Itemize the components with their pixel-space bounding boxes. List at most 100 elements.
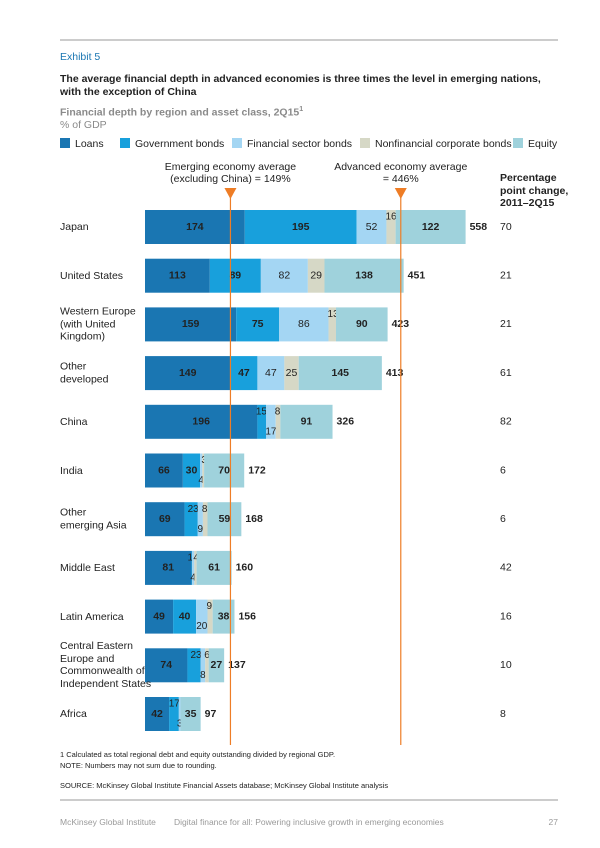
bar-segment <box>145 210 245 244</box>
footer-page: 27 <box>548 817 558 827</box>
bar-segment <box>205 648 209 683</box>
change-header: Percentage point change, 2011–2Q15 <box>500 172 569 209</box>
bar-segment <box>207 502 242 537</box>
total-label: 168 <box>245 513 263 525</box>
bar-segment <box>307 258 325 293</box>
value-label: 4 <box>193 553 199 564</box>
category-label: India <box>60 464 83 477</box>
category-label: Africa <box>60 707 87 720</box>
value-label: 138 <box>355 269 373 281</box>
subtitle-note: 1 <box>299 106 304 113</box>
reference-label-line: Emerging economy average <box>165 161 296 173</box>
bar-segment <box>202 502 208 537</box>
bar-segment <box>266 404 276 439</box>
bar-segment <box>279 307 329 342</box>
reference-label: Advanced economy average = 446% <box>334 161 467 185</box>
value-label: 52 <box>366 221 378 233</box>
change-value: 61 <box>500 367 512 379</box>
value-label: 8 <box>275 406 281 417</box>
title: The average financial depth in advanced … <box>60 73 541 98</box>
value-label: 29 <box>310 269 322 281</box>
category-label: Western Europe (with United Kingdom) <box>60 305 136 343</box>
bar-segment <box>257 356 285 391</box>
note: NOTE: Numbers may not sum due to roundin… <box>60 761 217 770</box>
footnote: 1 Calculated as total regional debt and … <box>60 750 336 759</box>
change-value: 21 <box>500 269 512 281</box>
value-label: 122 <box>422 221 440 233</box>
bar-segment <box>275 404 281 439</box>
bar-segment <box>196 599 208 634</box>
bar-segment <box>200 648 206 683</box>
value-label: 82 <box>279 269 291 281</box>
bar-segment <box>145 502 185 537</box>
bar-segment <box>328 307 336 342</box>
bar-segment <box>196 550 232 585</box>
legend-label: Loans <box>75 138 104 150</box>
total-label: 326 <box>337 416 355 428</box>
value-label: 8 <box>200 670 206 681</box>
bar-segment <box>386 210 396 244</box>
bar-segment <box>145 599 174 634</box>
bar-segment <box>260 258 308 293</box>
value-label: 8 <box>202 504 208 515</box>
reference-label: Emerging economy average (excluding China… <box>165 161 296 185</box>
value-label: 4 <box>198 475 204 486</box>
value-label: 66 <box>158 464 170 476</box>
value-label: 17 <box>169 699 181 710</box>
value-label: 196 <box>192 416 210 428</box>
change-value: 16 <box>500 610 512 622</box>
category-label: Middle East <box>60 561 115 574</box>
bar-segment <box>173 599 197 634</box>
subtitle: Financial depth by region and asset clas… <box>60 106 300 119</box>
bar-segment <box>284 356 299 391</box>
bar-segment <box>184 502 198 537</box>
reference-marker <box>224 188 237 199</box>
value-label: 89 <box>229 269 241 281</box>
total-label: 156 <box>238 610 256 622</box>
bar-segment <box>335 307 388 342</box>
footer-report: Digital finance for all: Powering inclus… <box>174 817 444 827</box>
bar-segment <box>298 356 382 391</box>
bar-segment <box>324 258 404 293</box>
bar-segment <box>191 550 193 585</box>
change-value: 21 <box>500 318 512 330</box>
value-label: 35 <box>185 708 197 720</box>
value-label: 86 <box>298 318 310 330</box>
bar-segment <box>169 697 179 731</box>
total-label: 160 <box>236 562 254 574</box>
category-label: China <box>60 415 88 428</box>
bar-segment <box>209 258 261 293</box>
value-label: 9 <box>207 601 213 612</box>
legend-swatch <box>360 138 370 148</box>
legend-swatch <box>513 138 523 148</box>
value-label: 6 <box>204 650 210 661</box>
reference-label-line: (excluding China) = 149% <box>170 173 291 185</box>
footer-publisher: McKinsey Global Institute <box>60 817 156 827</box>
value-label: 61 <box>208 562 220 574</box>
value-label: 81 <box>162 562 174 574</box>
value-label: 16 <box>385 212 397 223</box>
total-label: 172 <box>248 464 266 476</box>
category-label: Central Eastern Europe and Commonwealth … <box>60 640 152 690</box>
legend-label: Financial sector bonds <box>247 138 352 150</box>
value-label: 49 <box>153 610 165 622</box>
category-label: Other developed <box>60 360 109 386</box>
total-label: 558 <box>470 221 488 233</box>
bar-segment <box>244 210 357 244</box>
bar-segment <box>208 648 225 683</box>
value-label: 113 <box>169 269 186 281</box>
bar-segment <box>236 307 280 342</box>
legend-swatch <box>60 138 70 148</box>
reference-marker <box>394 188 407 199</box>
value-label: 30 <box>186 464 198 476</box>
value-label: 4 <box>190 573 196 584</box>
value-label: 23 <box>188 504 200 515</box>
total-label: 97 <box>205 708 217 720</box>
value-label: 20 <box>196 621 208 632</box>
value-label: 74 <box>160 659 172 671</box>
value-label: 195 <box>292 221 310 233</box>
value-label: 38 <box>218 610 230 622</box>
change-value: 10 <box>500 659 512 671</box>
value-label: 23 <box>191 650 203 661</box>
bar-segment <box>182 453 201 488</box>
